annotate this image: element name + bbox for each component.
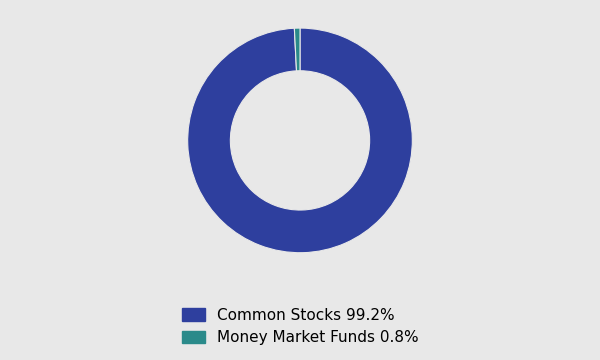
Wedge shape — [295, 28, 300, 71]
Wedge shape — [188, 28, 412, 253]
Legend: Common Stocks 99.2%, Money Market Funds 0.8%: Common Stocks 99.2%, Money Market Funds … — [182, 307, 418, 345]
